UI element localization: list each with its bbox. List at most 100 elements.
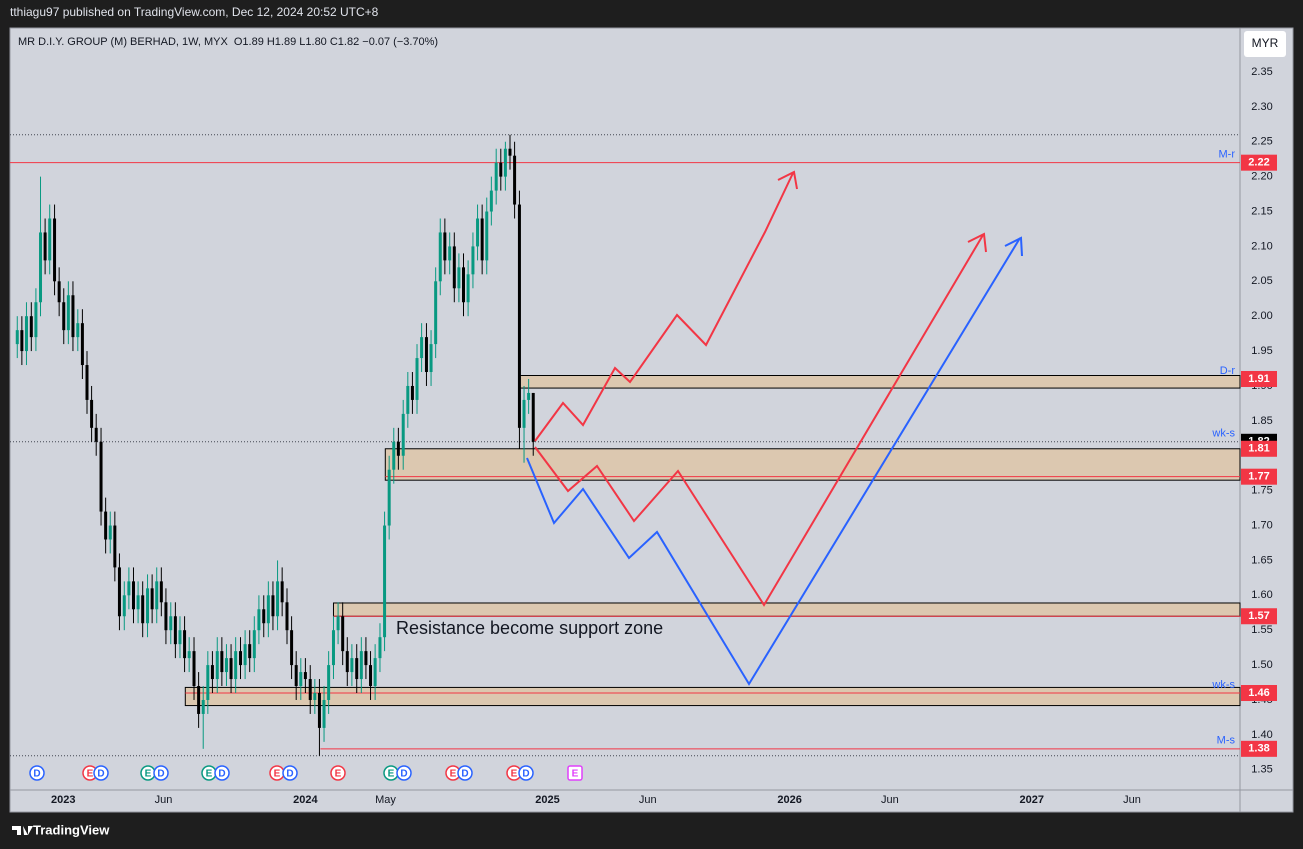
candle-body [229, 658, 233, 680]
y-tick-label: 1.40 [1251, 729, 1272, 741]
candle-body [197, 686, 201, 714]
candle-body [480, 218, 484, 261]
level-name: wk-s [1211, 679, 1235, 691]
candle-body [57, 281, 61, 303]
candle-body [224, 658, 228, 673]
y-tick-label: 1.70 [1251, 519, 1272, 531]
candle-body [131, 581, 135, 610]
candle-body [85, 365, 89, 400]
price-label-box [1241, 440, 1277, 457]
zone [518, 375, 1241, 389]
candle-body [20, 330, 24, 352]
candle-body [383, 525, 387, 638]
level-name: D-r [1220, 365, 1236, 377]
candle-body [448, 246, 452, 261]
candle-body [113, 525, 117, 568]
candle-body [415, 358, 419, 400]
zone [332, 602, 1241, 617]
candle-body [90, 399, 94, 428]
x-tick-label: 2024 [293, 794, 318, 806]
price-label-box [1241, 154, 1277, 171]
y-tick-label: 1.65 [1251, 554, 1272, 566]
price-label: 1.81 [1248, 443, 1269, 455]
event-label: D [461, 769, 468, 780]
candle-body [220, 651, 224, 673]
candle-body [499, 162, 503, 177]
event-marker [330, 765, 346, 781]
price-label: 2.22 [1248, 157, 1269, 169]
zone [384, 448, 1241, 481]
candle-body [378, 637, 382, 659]
candle-body [62, 302, 66, 331]
event-marker [518, 765, 534, 781]
event-label: E [511, 769, 518, 780]
y-tick-label: 2.20 [1251, 171, 1272, 183]
level-name: M-s [1217, 735, 1236, 747]
candle-body [303, 672, 307, 680]
candle-body [429, 344, 433, 373]
currency[interactable]: MYR [1252, 36, 1279, 50]
arrow-head [1004, 236, 1023, 257]
candle-body [457, 267, 461, 289]
y-tick-label: 1.95 [1251, 345, 1272, 357]
candle-body [94, 427, 98, 442]
candle-body [355, 658, 359, 680]
candle-body [364, 651, 368, 666]
candle-body [443, 232, 447, 261]
candle-body [104, 511, 108, 540]
candle-body [173, 616, 177, 645]
candle-body [466, 274, 470, 303]
event-label: E [572, 769, 579, 780]
candle-body [29, 316, 33, 338]
event-marker [396, 765, 412, 781]
event-label: D [218, 769, 225, 780]
candle-body [24, 316, 28, 352]
x-tick-label: 2026 [777, 794, 801, 806]
candle-body [452, 246, 456, 289]
candle-body [322, 699, 326, 728]
arrow-head [967, 232, 987, 253]
candle-body [146, 588, 150, 624]
arrow-head [777, 170, 798, 190]
projection-up [534, 172, 794, 442]
candle-body [531, 392, 535, 442]
candle-body [252, 630, 256, 659]
candle-body [317, 693, 321, 728]
event-label: D [97, 769, 104, 780]
publish-info: tthiagu97 published on TradingView.com, … [10, 5, 379, 19]
candle-body [53, 218, 57, 282]
event-label: E [335, 769, 342, 780]
axes: 2.352.302.252.202.152.102.052.001.951.90… [29, 66, 1277, 806]
candle-body [280, 581, 284, 603]
candle-body [313, 693, 317, 700]
x-tick-label: May [375, 794, 396, 806]
price-label: 1.57 [1248, 610, 1269, 622]
candle-body [513, 155, 517, 205]
price-label: 1.77 [1248, 471, 1269, 483]
candle-body [71, 295, 75, 338]
y-tick-label: 1.85 [1251, 415, 1272, 427]
currency-box[interactable] [1244, 31, 1286, 57]
candle-body [410, 385, 414, 400]
y-tick-label: 1.55 [1251, 624, 1272, 636]
candle-body [489, 190, 493, 212]
candle-body [285, 602, 289, 631]
candle-body [308, 679, 312, 700]
candle-body [239, 651, 243, 666]
event-marker [153, 765, 169, 781]
price-label-box [1241, 608, 1277, 625]
candle-body [178, 630, 182, 645]
candle-body [183, 630, 187, 659]
event-label: D [522, 769, 529, 780]
candle-body [215, 651, 219, 680]
price-label-box [1241, 370, 1277, 387]
candle-body [341, 616, 345, 652]
candle-body [345, 651, 349, 673]
plot [10, 134, 1241, 757]
event-label: E [145, 769, 152, 780]
candle-body [164, 602, 168, 631]
candle-body [108, 525, 112, 540]
candle-body [369, 665, 373, 687]
